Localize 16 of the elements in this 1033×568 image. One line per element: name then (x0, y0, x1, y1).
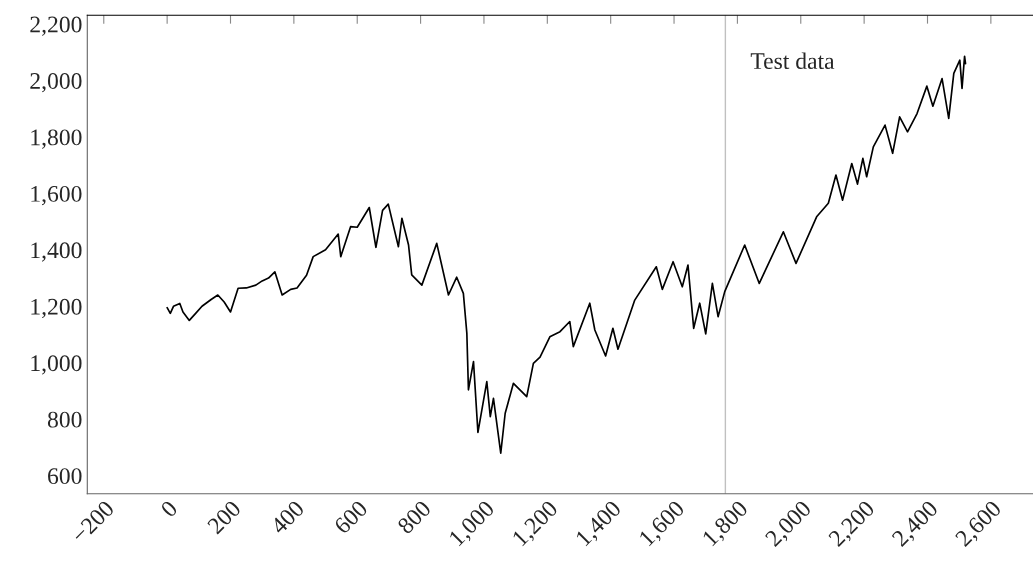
x-tick-label: 400 (269, 499, 305, 536)
x-tick-label: 200 (206, 499, 242, 535)
y-tick-label: 1,000 (31, 355, 82, 375)
y-tick-label: 600 (48, 468, 82, 485)
y-tick-label: 2,000 (30, 72, 82, 93)
y-tick-label: 1,800 (31, 129, 82, 149)
y-tick-label: 1,600 (31, 185, 82, 206)
y-tick-label: 2,200 (30, 16, 82, 36)
y-tick-label: 800 (47, 411, 82, 428)
annotation: Test data (750, 52, 835, 70)
x-tick-label: 0 (159, 499, 179, 519)
y-tick-label: 1,200 (31, 298, 82, 319)
x-tick-label: 600 (333, 499, 369, 535)
x-tick-label: 800 (396, 499, 432, 535)
y-tick-label: 1,400 (31, 242, 82, 262)
x-tick-label: −200 (70, 499, 115, 544)
